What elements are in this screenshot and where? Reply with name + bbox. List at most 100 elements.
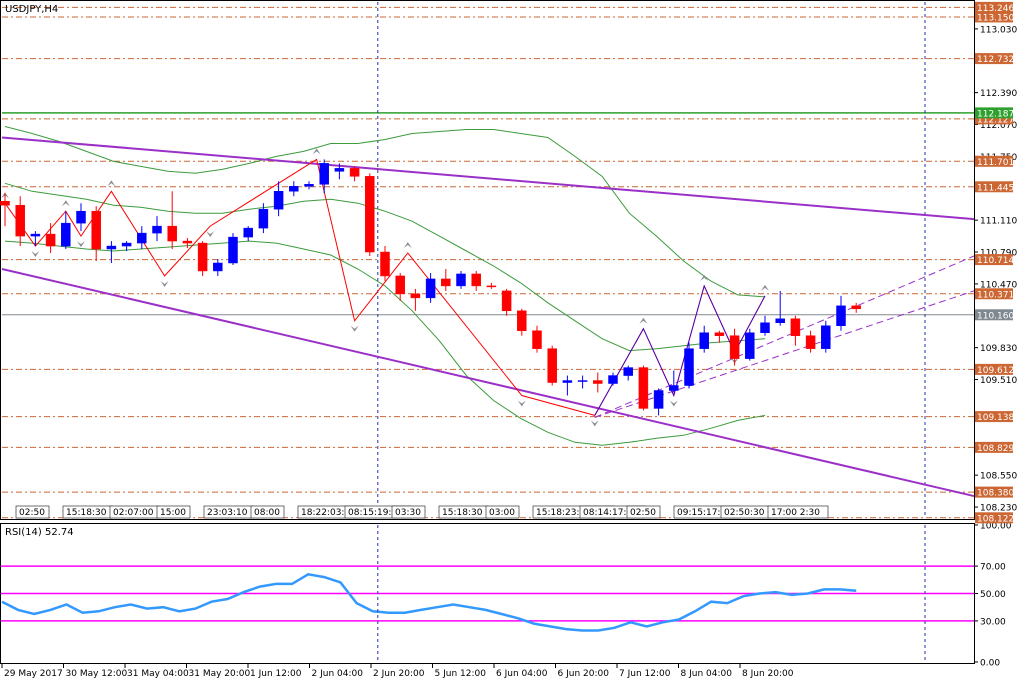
candle-body[interactable] [76, 210, 86, 224]
price-level-tag-label: 113.150 [977, 13, 1014, 23]
time-tag-label: 08:00 [254, 508, 280, 518]
candle-body[interactable] [410, 293, 421, 299]
price-tick-label: 110.470 [980, 280, 1017, 290]
price-level-tag-label: 112.732 [977, 55, 1014, 65]
candle-body[interactable] [441, 278, 451, 287]
fractal-down-marker [350, 325, 359, 332]
candle-body[interactable] [532, 330, 542, 349]
candle-body[interactable] [851, 305, 861, 310]
rsi-line[interactable] [1, 572, 857, 632]
price-level-tag [975, 441, 1013, 453]
candle-body[interactable] [517, 310, 527, 331]
time-tag-box [391, 505, 426, 519]
fractal-up-marker [761, 284, 769, 291]
candle-body[interactable] [729, 335, 740, 359]
trendline[interactable] [1, 136, 975, 221]
price-level-tag [975, 512, 1013, 524]
candle-body[interactable] [456, 273, 466, 287]
candle-body[interactable] [182, 240, 193, 244]
price-level-tag-label: 109.612 [977, 366, 1014, 376]
candle-body[interactable] [790, 318, 801, 336]
candle-body[interactable] [547, 348, 557, 383]
candle-body[interactable] [273, 191, 284, 210]
candle-body[interactable] [669, 385, 679, 391]
candle-body[interactable] [623, 367, 633, 376]
candle-body[interactable] [334, 168, 345, 172]
chart-title: USDJPY,H4 [5, 4, 58, 15]
fractal-up-marker [700, 274, 709, 281]
candle-body[interactable] [243, 227, 253, 238]
candle-body[interactable] [258, 208, 269, 229]
candle-body[interactable] [91, 210, 101, 250]
candle-body[interactable] [425, 278, 436, 299]
candle-body[interactable] [304, 184, 314, 187]
fractal-up-marker [639, 317, 648, 324]
candle-body[interactable] [562, 380, 573, 383]
price-level-tag-label: 113.246 [977, 4, 1014, 14]
candle-body[interactable] [0, 200, 10, 206]
candle-body[interactable] [699, 332, 709, 349]
candle-body[interactable] [714, 332, 725, 336]
candle-body[interactable] [167, 225, 177, 242]
candle-body[interactable] [653, 390, 664, 409]
candle-body[interactable] [745, 332, 755, 359]
time-tick-label: 29 May 2017 [4, 669, 63, 679]
candle-body[interactable] [61, 222, 71, 247]
candle-body[interactable] [684, 348, 694, 386]
candle-body[interactable] [775, 318, 785, 324]
time-tag-label: 02:50:30 [724, 508, 765, 518]
price-level-tag [975, 411, 1013, 423]
price-level-tag [975, 254, 1013, 266]
candle-body[interactable] [805, 335, 816, 349]
candle-body[interactable] [577, 380, 588, 382]
rsi-tick-label: 0.00 [980, 659, 1000, 669]
rsi-tick-label: 30.00 [980, 617, 1006, 627]
candle-body[interactable] [380, 251, 390, 277]
fractal-down-marker [517, 400, 526, 407]
fractal-down-marker [31, 251, 40, 258]
candle-body[interactable] [106, 245, 117, 250]
candle-body[interactable] [289, 186, 299, 192]
candle-body[interactable] [197, 242, 208, 272]
candle-body[interactable] [15, 204, 25, 237]
candle-body[interactable] [501, 290, 512, 312]
rsi-title: RSI(14) 52.74 [5, 527, 74, 538]
candle-body[interactable] [349, 168, 360, 177]
candle-body[interactable] [45, 233, 56, 247]
fractal-up-marker [107, 180, 116, 187]
zigzag-line-blue [594, 284, 766, 416]
candle-body[interactable] [821, 325, 831, 349]
time-tag-label: 15:18:30 [442, 508, 483, 518]
fractal-up-marker [61, 200, 70, 207]
candle-body[interactable] [152, 225, 162, 234]
candle-body[interactable] [760, 322, 770, 333]
candle-body[interactable] [593, 380, 603, 384]
fractal-up-marker [403, 242, 412, 249]
session-separators [377, 2, 926, 662]
candle-body[interactable] [228, 236, 238, 264]
trendline[interactable] [1, 267, 975, 498]
candle-body[interactable] [137, 232, 147, 244]
bollinger-lower [4, 240, 766, 446]
price-tick-label: 111.110 [980, 217, 1017, 227]
candle-body[interactable] [395, 275, 405, 295]
candle-body[interactable] [121, 242, 132, 247]
candle-body[interactable] [365, 176, 375, 253]
candle-body[interactable] [319, 163, 329, 185]
current-price-tag [975, 309, 1013, 321]
candle-body[interactable] [486, 285, 497, 288]
time-tag-label: 17:00 2:30 [771, 508, 820, 518]
price-level-tag [975, 11, 1013, 23]
price-level-tag [975, 155, 1013, 167]
time-tag-label: 02:07:00 [113, 508, 154, 518]
price-level-tag-label: 109.138 [977, 413, 1014, 423]
current-price-tag-label: 110.160 [977, 311, 1014, 321]
candle-body[interactable] [30, 233, 41, 237]
candle-body[interactable] [608, 375, 618, 384]
candle-body[interactable] [836, 305, 846, 326]
candle-body[interactable] [471, 273, 481, 287]
candle-body[interactable] [638, 367, 649, 409]
time-tag-label: 03:00 [489, 508, 515, 518]
candle-body[interactable] [213, 262, 223, 272]
